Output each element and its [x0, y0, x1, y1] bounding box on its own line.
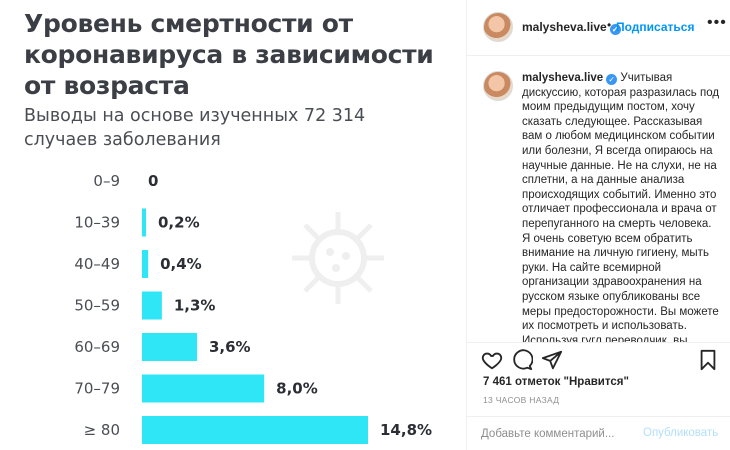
bar [142, 374, 265, 403]
comment-bar: Опубликовать [467, 416, 730, 450]
bar [142, 291, 162, 320]
bar [142, 250, 149, 278]
more-icon[interactable]: ••• [707, 14, 727, 31]
value-label: 0 [148, 172, 158, 190]
separator-dot: • [607, 18, 612, 32]
value-label: 8,0% [276, 380, 318, 398]
bar [142, 416, 368, 444]
virus-icon [292, 212, 384, 304]
username-link[interactable]: malysheva.live [522, 20, 607, 34]
header-username[interactable]: malysheva.live ✓ [522, 20, 621, 35]
caption-text: malysheva.live ✓ Учитывая дискуссию, кото… [522, 71, 722, 342]
publish-button[interactable]: Опубликовать [643, 427, 719, 439]
age-label: ≥ 80 [84, 421, 120, 439]
likes-count[interactable]: 7 461 отметок "Нравится" [483, 376, 629, 388]
age-label: 70–79 [74, 380, 120, 398]
caption-body: Учитывая дискуссию, которая разразилась … [522, 72, 720, 342]
chart-title: Уровень смертности от коронавируса в зав… [24, 9, 434, 100]
age-label: 0–9 [93, 172, 120, 190]
share-icon[interactable] [541, 349, 563, 371]
heart-icon[interactable] [481, 349, 503, 371]
post-time[interactable]: 13 ЧАСОВ НАЗАД [483, 395, 560, 405]
value-label: 1,3% [174, 297, 216, 315]
verified-icon: ✓ [609, 24, 621, 35]
avatar[interactable] [483, 12, 513, 42]
value-label: 14,8% [380, 421, 432, 439]
comment-icon[interactable] [511, 349, 533, 371]
age-label: 40–49 [74, 255, 120, 273]
age-label: 10–39 [74, 214, 120, 232]
caption-area: malysheva.live ✓ Учитывая дискуссию, кото… [467, 57, 730, 342]
post-image[interactable]: Уровень смертности от коронавируса в зав… [0, 0, 466, 450]
post-sidebar: malysheva.live ✓ • Подписаться ••• malysh… [466, 0, 730, 450]
caption-avatar[interactable] [483, 71, 513, 101]
mortality-chart: 0–9 0 10–39 0,2% 40–49 0,4% 50–59 1,3% 60–69 3,6%… [74, 172, 432, 444]
follow-button[interactable]: Подписаться [616, 20, 695, 34]
age-label: 60–69 [74, 338, 120, 356]
bar [142, 333, 197, 361]
post-header: malysheva.live ✓ • Подписаться ••• [467, 0, 730, 56]
chart-subtitle: Выводы на основе изученных 72 314 случае… [24, 106, 366, 150]
age-label: 50–59 [74, 297, 120, 315]
action-bar [467, 342, 730, 372]
bookmark-icon[interactable] [697, 349, 719, 371]
value-label: 0,4% [160, 255, 202, 273]
comment-input[interactable] [481, 426, 641, 442]
caption-username[interactable]: malysheva.live [522, 72, 604, 84]
value-label: 3,6% [209, 338, 251, 356]
bar [142, 208, 146, 237]
value-label: 0,2% [158, 214, 200, 232]
verified-icon: ✓ [606, 74, 618, 85]
